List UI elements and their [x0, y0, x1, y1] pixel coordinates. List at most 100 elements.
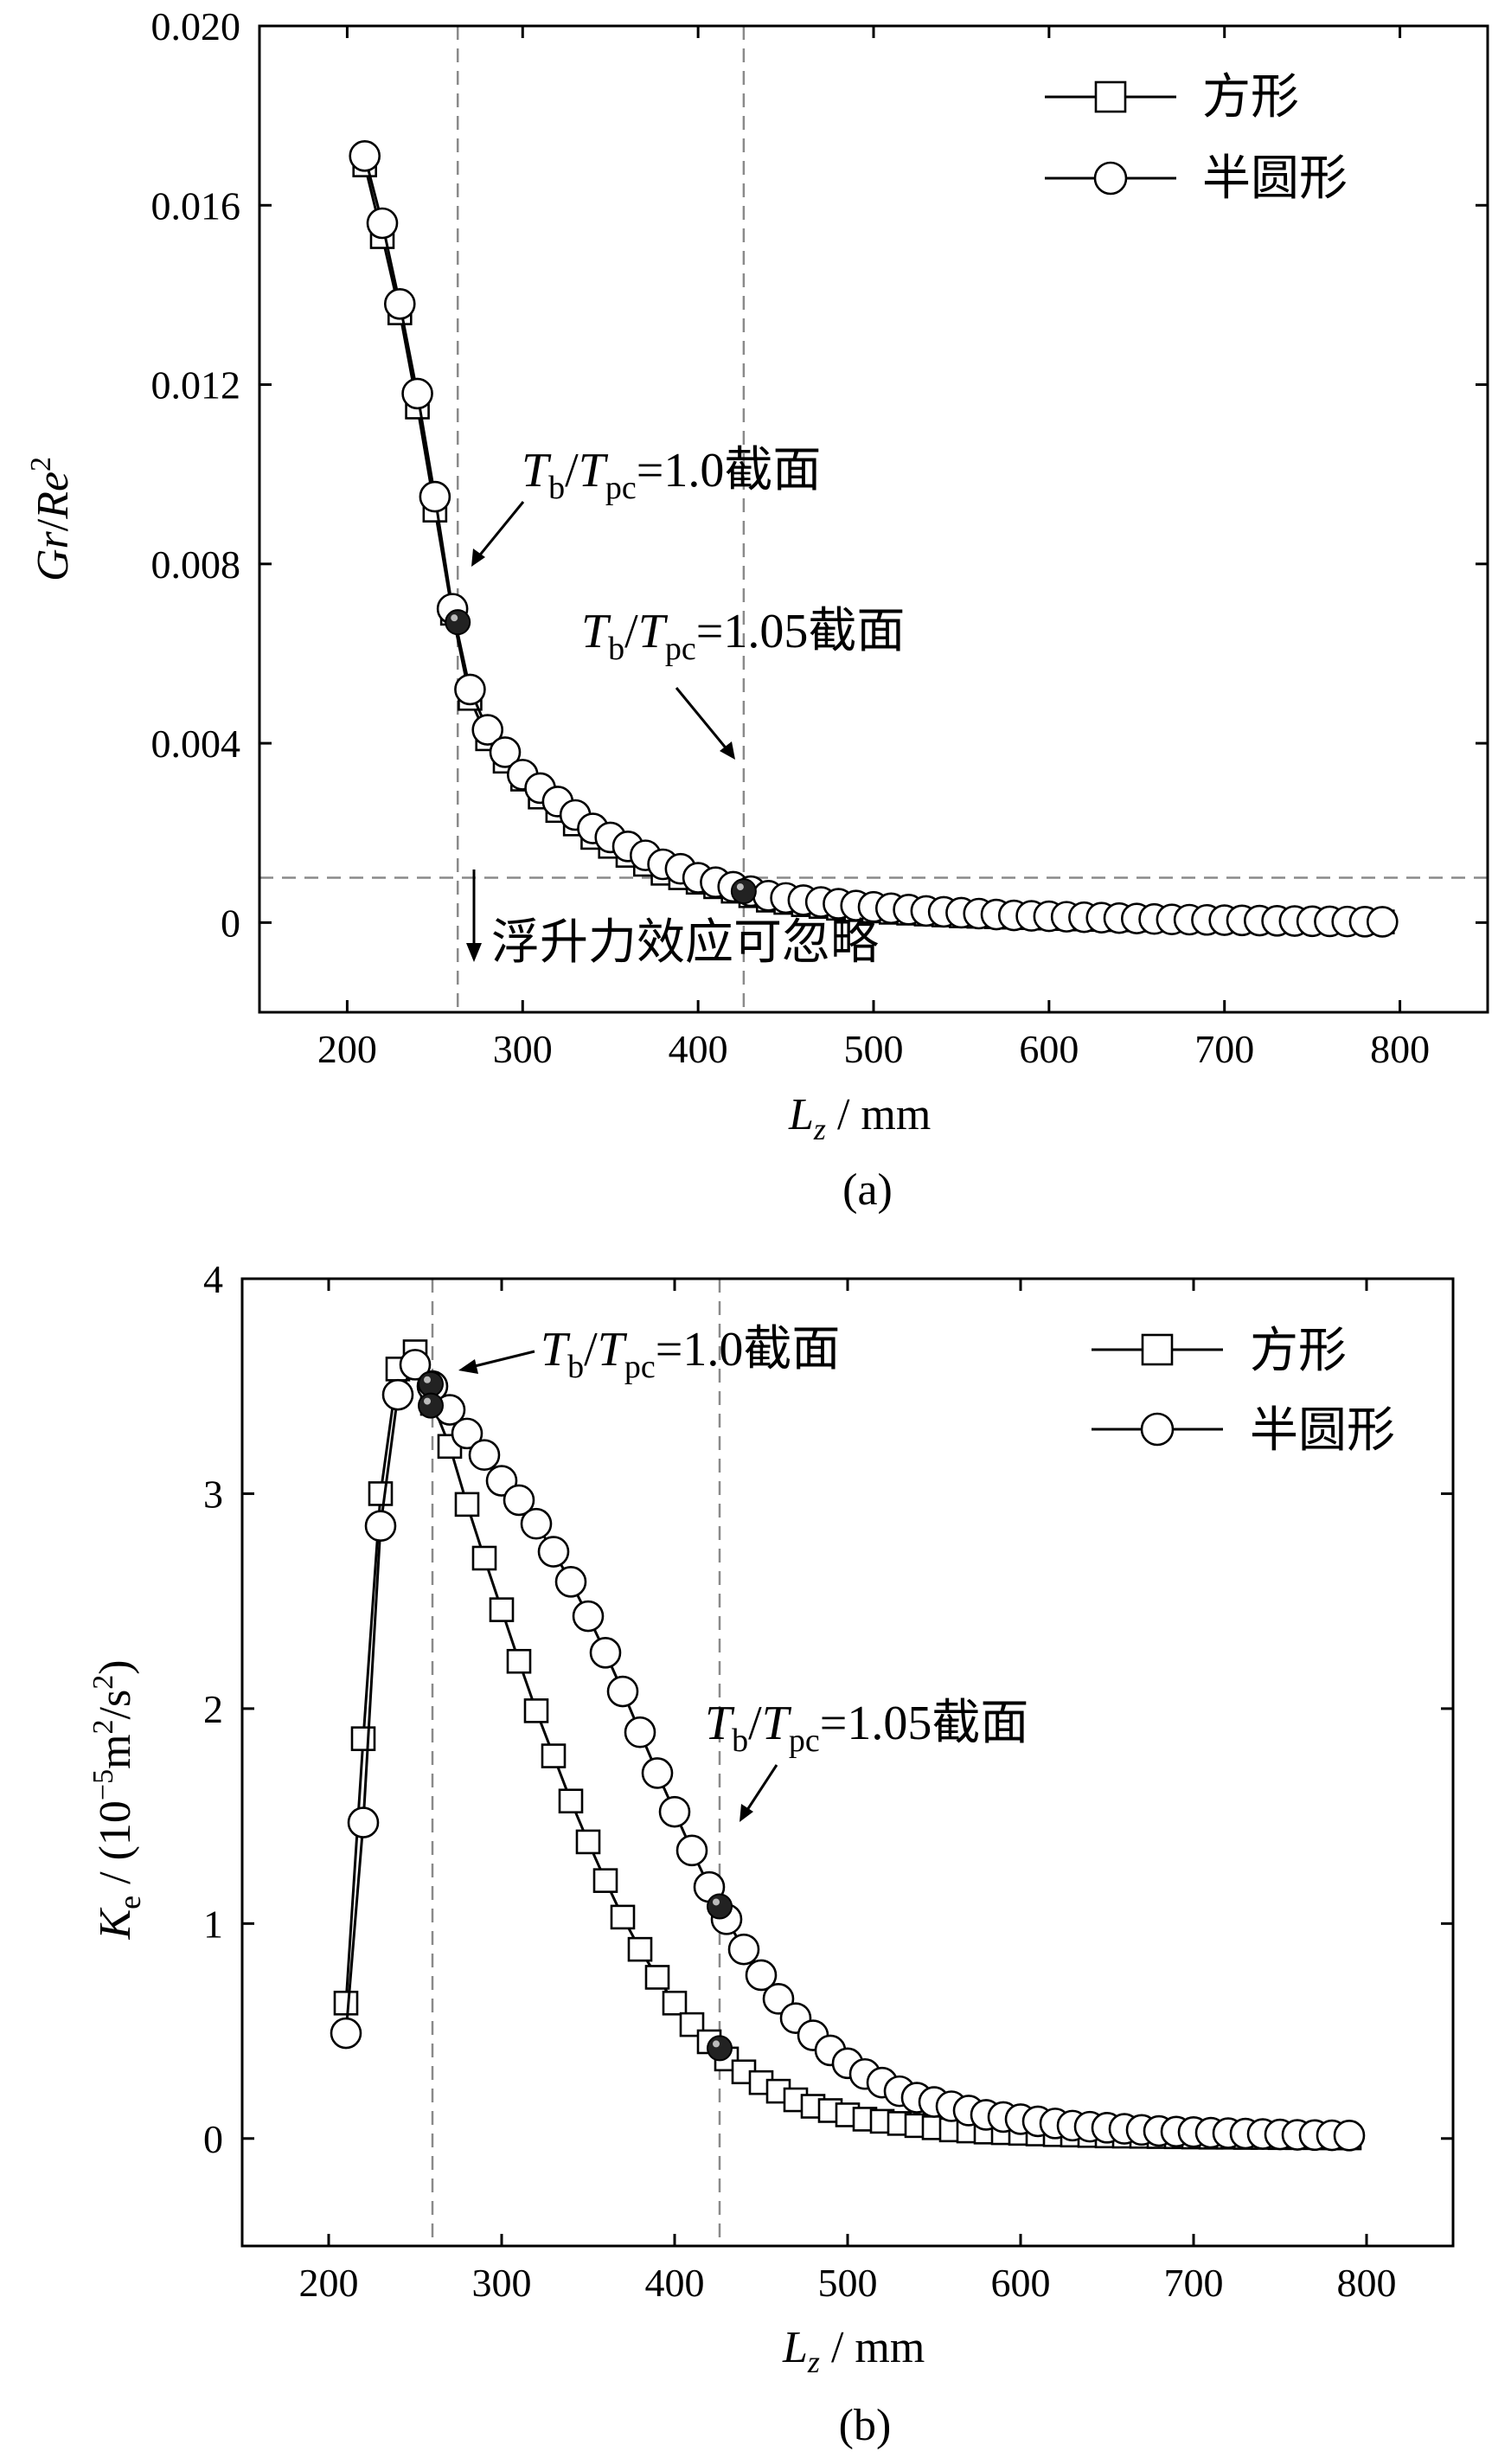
annotation-text-3: 浮升力效应可忽略: [491, 916, 879, 970]
y-tick-label: 3: [203, 1472, 223, 1516]
x-tick-label: 800: [1337, 2261, 1397, 2305]
highlight-point-shine: [736, 883, 744, 891]
y-tick-label: 0.016: [151, 183, 241, 228]
legend-entry-circle: 半圆形: [1045, 152, 1348, 206]
data-point-circle: [383, 287, 416, 320]
highlight-point-shine: [713, 1898, 720, 1906]
annotation-text-1: Tb/Tpc=1.0截面: [522, 444, 821, 506]
panel-b-annotation-2: Tb/Tpc=1.05截面: [705, 1697, 1028, 1822]
data-point-circle: [366, 207, 399, 240]
data-point-square: [575, 1829, 601, 1855]
data-point-circle: [471, 714, 504, 746]
data-point-square: [679, 2012, 705, 2037]
y-tick-label: 0: [203, 2117, 223, 2161]
legend-label-square: 方形: [1202, 71, 1299, 125]
panel-a-ticks: 200 300 400 500 600 700 800 0 0.004 0.008 0.012 0.0…: [151, 4, 1488, 1071]
highlight-point-shine: [451, 614, 458, 622]
legend-marker-square: [1094, 80, 1127, 113]
highlight-point: [445, 609, 471, 636]
panel-b-highlight-points: [418, 1370, 733, 2062]
data-point-square: [506, 1648, 532, 1674]
panel-b-y-axis-label: Ke / (10−5m2/s2): [87, 1659, 147, 1940]
series-line-circle: [363, 155, 1383, 923]
panel-a-annotation-1: Tb/Tpc=1.0截面: [471, 444, 821, 567]
data-point-circle: [364, 1510, 397, 1543]
data-point-circle: [489, 736, 522, 768]
x-tick-label: 400: [645, 2261, 705, 2305]
legend-entry-square-b: 方形: [1092, 1325, 1347, 1378]
data-point-circle: [454, 673, 486, 706]
data-point-circle: [727, 1933, 760, 1966]
legend-marker-circle: [1093, 161, 1128, 196]
data-point-circle: [606, 1675, 639, 1708]
data-point-square: [350, 1726, 376, 1751]
panel-b-x-axis-label: Lz / mm: [782, 2323, 925, 2379]
data-point-circle: [624, 1716, 656, 1749]
legend-entry-circle-b: 半圆形: [1092, 1404, 1395, 1458]
y-tick-label: 0.020: [151, 4, 241, 48]
y-tick-label: 0: [221, 901, 240, 945]
annotation-arrow-b2: [744, 1764, 778, 1813]
data-point-square: [627, 1936, 653, 1962]
legend-label-circle-b: 半圆形: [1250, 1404, 1395, 1458]
legend-label-square-b: 方形: [1250, 1325, 1347, 1378]
data-point-circle: [745, 1959, 778, 1992]
data-point-circle: [572, 1600, 605, 1633]
panel-a-label: (a): [842, 1165, 893, 1215]
legend-entry-square: 方形: [1045, 71, 1299, 125]
x-tick-label: 200: [299, 2261, 359, 2305]
x-tick-label: 400: [669, 1027, 728, 1071]
data-point-circle: [537, 1536, 570, 1568]
panel-a-reference-lines: [259, 26, 1488, 1012]
data-point-circle: [451, 1417, 483, 1450]
panel-a-x-axis-label: Lz / mm: [788, 1090, 931, 1146]
data-point-square: [489, 1597, 515, 1622]
data-point-circle: [468, 1439, 501, 1472]
x-tick-label: 300: [472, 2261, 532, 2305]
y-tick-label: 2: [203, 1687, 223, 1731]
x-tick-label: 500: [844, 1027, 904, 1071]
y-tick-label: 0.008: [151, 542, 241, 587]
x-tick-label: 700: [1194, 1027, 1254, 1071]
panel-b-series: [330, 1339, 1366, 2152]
panel-a-chart: 200 300 400 500 600 700 800 0 0.004 0.008 0.012 0.0…: [25, 4, 1489, 1215]
annotation-text-b2: Tb/Tpc=1.05截面: [705, 1697, 1028, 1759]
data-point-square: [592, 1868, 618, 1893]
data-point-circle: [381, 1378, 414, 1411]
panel-b-legend: 方形 半圆形: [1092, 1325, 1395, 1458]
x-tick-label: 600: [1019, 1027, 1079, 1071]
legend-label-circle: 半圆形: [1202, 152, 1348, 206]
data-point-circle: [675, 1834, 708, 1867]
data-point-square: [368, 1481, 394, 1506]
data-point-square: [523, 1698, 549, 1723]
data-point-circle: [1366, 906, 1399, 938]
data-point-square: [454, 1492, 480, 1518]
highlight-point-shine: [713, 2040, 720, 2048]
annotation-arrowhead-b1: [458, 1359, 478, 1374]
x-tick-label: 800: [1370, 1027, 1430, 1071]
panel-a-legend: 方形 半圆形: [1045, 71, 1348, 206]
annotation-arrow-1: [476, 501, 525, 559]
highlight-point-shine: [424, 1376, 431, 1383]
y-tick-label: 1: [203, 1902, 223, 1946]
series-line-square: [363, 164, 1383, 924]
data-point-square: [471, 1545, 497, 1571]
panel-b-reference-lines: [431, 1279, 721, 2246]
x-tick-label: 200: [317, 1027, 377, 1071]
y-tick-label: 0.012: [151, 363, 241, 407]
highlight-point: [418, 1370, 444, 1397]
panel-b-chart: 200 300 400 500 600 700 800 0 1 2 3 4 方形 半圆形 Tb/Tpc…: [87, 1257, 1455, 2450]
panel-a-annotation-2: Tb/Tpc=1.05截面: [581, 605, 905, 760]
highlight-point: [707, 2035, 733, 2062]
highlight-point: [707, 1893, 733, 1920]
data-point-circle: [589, 1636, 622, 1669]
legend-marker-square-b: [1141, 1333, 1174, 1366]
data-point-circle: [347, 1806, 380, 1838]
data-point-circle: [503, 1484, 535, 1517]
y-tick-label: 0.004: [151, 722, 241, 766]
annotation-arrowhead-2: [720, 741, 735, 760]
data-point-circle: [330, 2017, 362, 2050]
annotation-arrowhead-b2: [739, 1804, 753, 1822]
x-tick-label: 600: [991, 2261, 1051, 2305]
